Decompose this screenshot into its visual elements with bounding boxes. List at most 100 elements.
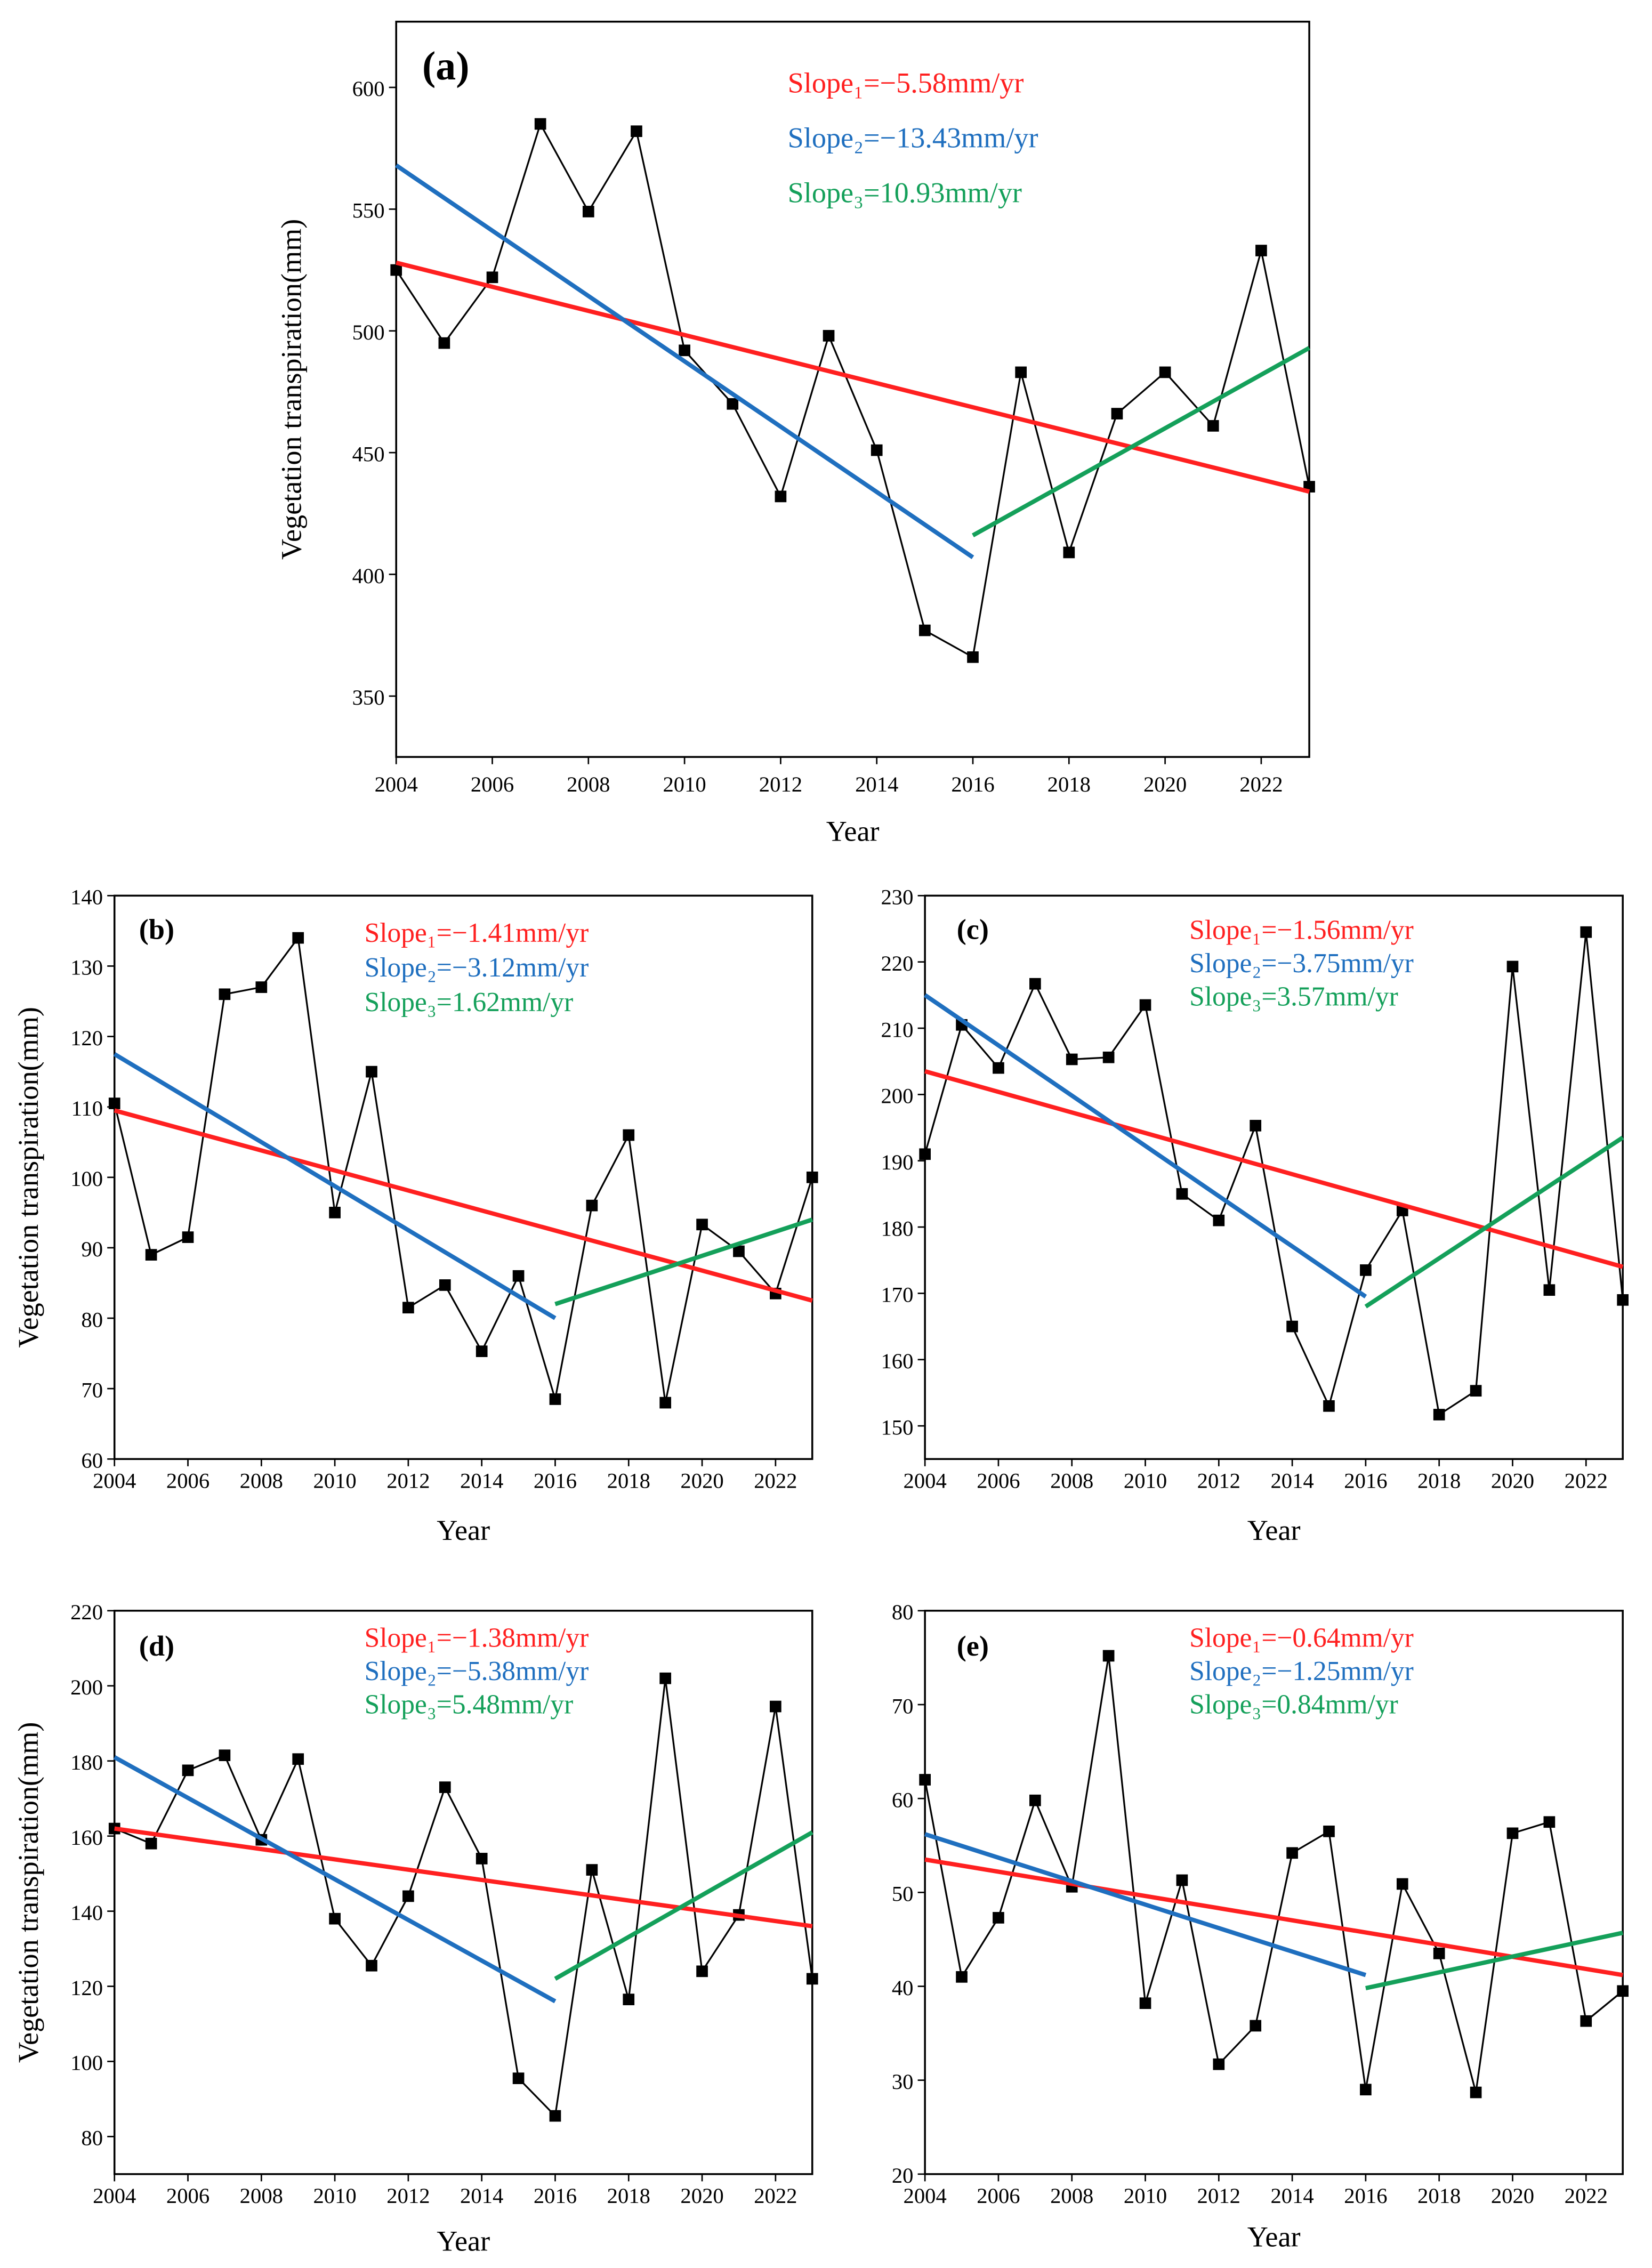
data-point <box>366 1066 377 1078</box>
data-point <box>956 1971 968 1983</box>
y-tick-label: 200 <box>70 1675 103 1699</box>
trend-line-3 <box>554 1217 813 1306</box>
data-point <box>512 1270 525 1282</box>
data-point <box>1323 1400 1335 1412</box>
x-tick-label: 2008 <box>240 2184 283 2208</box>
data-point <box>1250 2020 1262 2032</box>
y-tick-label: 500 <box>352 320 385 344</box>
data-point <box>108 1097 120 1109</box>
y-tick-label: 400 <box>352 564 385 588</box>
x-tick-label: 2010 <box>663 772 706 796</box>
data-point <box>1323 1826 1335 1837</box>
data-point <box>1015 366 1027 378</box>
x-tick-label: 2014 <box>1270 1468 1313 1492</box>
data-point <box>219 1749 231 1761</box>
y-axis-label: Vegetation transpiration(mm) <box>12 1722 44 2063</box>
x-axis-label: Year <box>437 1514 490 1546</box>
y-tick-label: 600 <box>352 77 385 101</box>
trend-line-3 <box>972 346 1311 538</box>
y-tick-label: 160 <box>70 1826 103 1850</box>
y-tick-label: 160 <box>881 1349 913 1373</box>
x-tick-label: 2022 <box>1565 2184 1608 2208</box>
data-point <box>1470 2086 1482 2098</box>
data-point <box>1063 546 1075 559</box>
trend-line-2 <box>113 1755 557 2004</box>
data-point <box>659 1397 672 1409</box>
x-tick-label: 2014 <box>855 772 898 796</box>
slope-annotation-1: Slope₁=−1.38mm/yr <box>365 1623 589 1653</box>
data-point <box>549 1393 561 1405</box>
panel-label: (d) <box>139 1630 174 1662</box>
data-point <box>476 1345 488 1357</box>
y-tick-label: 180 <box>881 1216 913 1240</box>
data-point <box>1102 1650 1115 1662</box>
y-tick-label: 200 <box>881 1084 913 1108</box>
data-point <box>696 1965 708 1978</box>
data-point <box>1286 1320 1298 1333</box>
y-tick-label: 110 <box>71 1096 103 1120</box>
data-point <box>512 2072 525 2084</box>
x-tick-label: 2022 <box>1239 772 1283 796</box>
data-point <box>631 125 642 138</box>
data-point <box>1543 1816 1556 1828</box>
data-series-line <box>924 1656 1624 2093</box>
slope-annotation-1: Slope₁=−1.41mm/yr <box>365 918 589 948</box>
y-tick-label: 220 <box>70 1600 103 1624</box>
data-point <box>439 1781 451 1793</box>
data-point <box>679 344 690 357</box>
x-tick-label: 2004 <box>904 1468 947 1492</box>
data-point <box>219 988 231 1000</box>
data-point <box>1396 1878 1408 1890</box>
y-axis-label: Vegetation transpiration(mm) <box>12 1007 44 1348</box>
y-tick-label: 220 <box>881 951 913 975</box>
y-tick-label: 190 <box>881 1150 913 1174</box>
trend-line-2 <box>113 1052 557 1320</box>
x-tick-label: 2020 <box>1491 2184 1534 2208</box>
data-point <box>1139 999 1151 1011</box>
x-tick-label: 2010 <box>1124 2184 1167 2208</box>
slope-annotation-1: Slope₁=−0.64mm/yr <box>1189 1623 1414 1653</box>
panel-label: (c) <box>957 914 989 946</box>
x-tick-label: 2014 <box>460 2184 503 2208</box>
data-point <box>1360 1264 1372 1276</box>
y-tick-label: 150 <box>881 1415 913 1439</box>
data-point <box>967 651 979 663</box>
data-point <box>1159 366 1171 378</box>
panel-a: 2004 2006 2008 2010 2012 2014 2016 2018 2020 2022… <box>275 20 1315 847</box>
panel-b: 2004 2006 2008 2010 2012 2014 2016 2018 2020 2022… <box>12 885 818 1546</box>
data-point <box>255 981 268 993</box>
data-point <box>1433 1409 1445 1420</box>
data-point <box>727 398 739 410</box>
data-point <box>623 1993 635 2006</box>
y-tick-label: 90 <box>81 1237 103 1261</box>
slope-annotation-2: Slope₂=−13.43mm/yr <box>788 122 1038 154</box>
trend-line-3 <box>1364 1135 1624 1309</box>
slope-annotation-3: Slope₃=10.93mm/yr <box>788 176 1022 208</box>
data-point <box>919 1148 931 1160</box>
data-point <box>623 1129 635 1141</box>
x-tick-label: 2016 <box>534 2184 577 2208</box>
x-tick-label: 2020 <box>1491 1468 1534 1492</box>
x-tick-label: 2008 <box>240 1468 283 1492</box>
panel-label: (b) <box>139 914 174 946</box>
panel-label: (e) <box>957 1630 989 1662</box>
data-point <box>534 118 546 130</box>
x-tick-label: 2016 <box>1344 1468 1387 1492</box>
x-tick-label: 2008 <box>567 772 610 796</box>
y-tick-label: 550 <box>352 199 385 223</box>
x-axis-label: Year <box>437 2225 490 2257</box>
trend-line-2 <box>924 1832 1367 1978</box>
y-tick-label: 140 <box>70 1901 103 1925</box>
x-tick-label: 2022 <box>754 2184 797 2208</box>
data-point <box>438 337 450 349</box>
data-point <box>919 624 931 636</box>
x-tick-label: 2012 <box>759 772 802 796</box>
data-point <box>486 271 498 284</box>
y-tick-label: 20 <box>892 2164 914 2188</box>
data-point <box>1543 1284 1556 1296</box>
slope-annotation-2: Slope₂=−3.12mm/yr <box>365 953 589 983</box>
data-point <box>993 1912 1004 1924</box>
y-tick-label: 130 <box>70 956 103 980</box>
data-point <box>390 264 402 276</box>
data-point <box>329 1207 341 1218</box>
